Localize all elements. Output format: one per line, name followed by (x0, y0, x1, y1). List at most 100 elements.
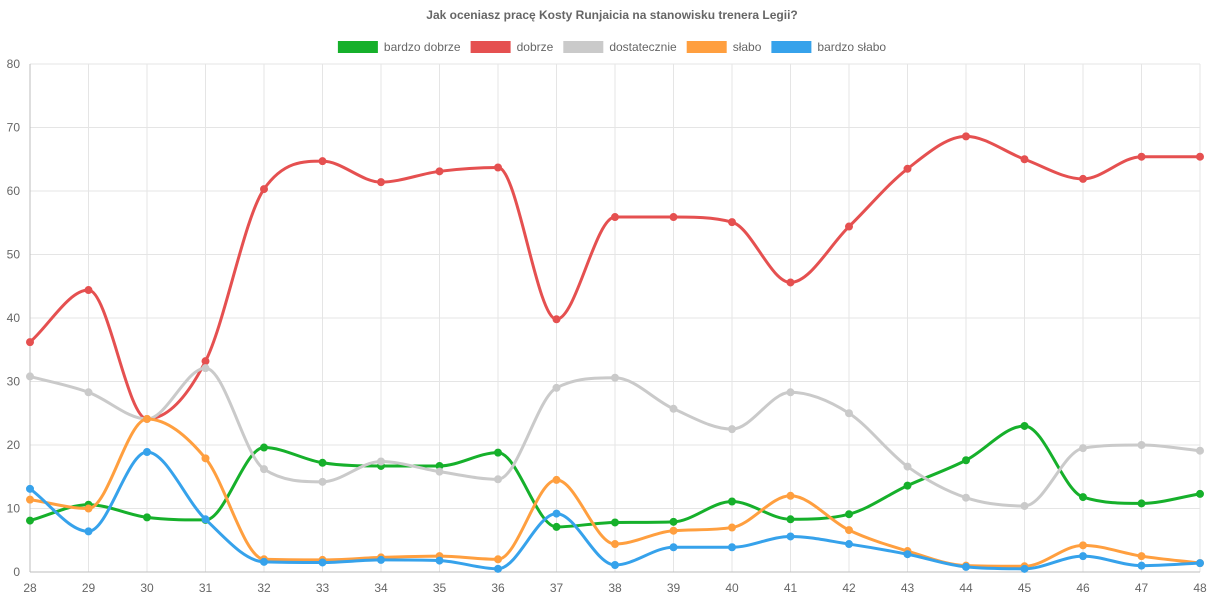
data-point[interactable] (1196, 489, 1204, 498)
data-point[interactable] (260, 465, 268, 474)
data-point[interactable] (552, 475, 561, 484)
data-point[interactable] (728, 523, 736, 532)
legend-item[interactable]: bardzo słabo (771, 40, 886, 54)
data-point[interactable] (260, 557, 268, 566)
data-point[interactable] (494, 564, 502, 573)
data-point[interactable] (669, 213, 678, 222)
data-point[interactable] (669, 404, 678, 413)
data-point[interactable] (611, 518, 619, 527)
data-point[interactable] (845, 540, 853, 549)
legend-item[interactable]: dobrze (470, 40, 554, 54)
data-point[interactable] (1020, 501, 1029, 510)
data-point[interactable] (84, 388, 93, 397)
data-point[interactable] (1137, 152, 1146, 161)
data-point[interactable] (1137, 561, 1146, 570)
data-point[interactable] (435, 167, 444, 176)
data-point[interactable] (143, 447, 151, 456)
data-point[interactable] (26, 516, 34, 525)
data-point[interactable] (494, 448, 502, 457)
data-point[interactable] (669, 526, 678, 535)
data-point[interactable] (1196, 152, 1204, 161)
data-point[interactable] (260, 443, 268, 452)
data-point[interactable] (1079, 444, 1087, 453)
legend-item[interactable]: dostatecznie (563, 40, 677, 54)
data-point[interactable] (786, 515, 795, 524)
data-point[interactable] (1196, 446, 1204, 455)
legend-swatch (470, 41, 511, 53)
data-point[interactable] (845, 526, 853, 535)
data-point[interactable] (786, 491, 795, 500)
data-point[interactable] (435, 556, 444, 565)
legend-label: słabo (733, 40, 762, 54)
data-point[interactable] (611, 213, 619, 222)
data-point[interactable] (903, 164, 912, 173)
data-point[interactable] (318, 157, 327, 166)
data-point[interactable] (728, 218, 736, 227)
data-point[interactable] (786, 278, 795, 287)
data-point[interactable] (494, 163, 502, 172)
data-point[interactable] (669, 517, 678, 526)
data-point[interactable] (845, 510, 853, 519)
data-point[interactable] (377, 178, 385, 187)
data-point[interactable] (728, 543, 736, 552)
data-point[interactable] (1079, 174, 1087, 183)
data-point[interactable] (1020, 421, 1029, 430)
data-point[interactable] (845, 409, 853, 418)
data-point[interactable] (1020, 564, 1029, 573)
data-point[interactable] (962, 562, 970, 571)
data-point[interactable] (143, 513, 151, 522)
data-point[interactable] (962, 132, 970, 141)
data-point[interactable] (552, 315, 561, 324)
data-point[interactable] (552, 383, 561, 392)
data-point[interactable] (377, 555, 385, 564)
data-point[interactable] (962, 456, 970, 465)
data-point[interactable] (903, 550, 912, 559)
x-tick-label: 30 (140, 581, 154, 595)
data-point[interactable] (728, 425, 736, 434)
data-point[interactable] (1137, 499, 1146, 508)
data-point[interactable] (318, 558, 327, 567)
legend-item[interactable]: bardzo dobrze (337, 40, 461, 54)
data-point[interactable] (201, 515, 210, 524)
data-point[interactable] (494, 475, 502, 484)
data-point[interactable] (669, 543, 678, 552)
data-point[interactable] (1020, 155, 1029, 164)
data-point[interactable] (377, 457, 385, 466)
data-point[interactable] (611, 561, 619, 570)
data-point[interactable] (1137, 441, 1146, 449)
data-point[interactable] (786, 388, 795, 397)
data-point[interactable] (1079, 493, 1087, 502)
data-point[interactable] (552, 522, 561, 531)
data-point[interactable] (26, 338, 34, 347)
data-point[interactable] (611, 540, 619, 549)
y-tick-label: 0 (13, 565, 20, 579)
legend-item[interactable]: słabo (686, 40, 762, 54)
data-point[interactable] (845, 222, 853, 231)
data-point[interactable] (728, 497, 736, 506)
data-point[interactable] (962, 493, 970, 502)
data-point[interactable] (1196, 559, 1204, 568)
data-point[interactable] (435, 467, 444, 476)
data-point[interactable] (201, 364, 210, 373)
data-point[interactable] (903, 462, 912, 471)
data-point[interactable] (1137, 552, 1146, 561)
data-point[interactable] (26, 372, 34, 381)
data-point[interactable] (1079, 552, 1087, 561)
data-point[interactable] (318, 477, 327, 486)
data-point[interactable] (260, 185, 268, 194)
data-point[interactable] (1079, 541, 1087, 550)
data-point[interactable] (786, 532, 795, 541)
data-point[interactable] (84, 527, 93, 536)
data-point[interactable] (611, 373, 619, 382)
data-point[interactable] (903, 481, 912, 490)
data-point[interactable] (552, 509, 561, 518)
data-point[interactable] (201, 357, 210, 366)
data-point[interactable] (143, 414, 151, 423)
data-point[interactable] (26, 495, 34, 504)
data-point[interactable] (318, 458, 327, 467)
data-point[interactable] (26, 484, 34, 493)
data-point[interactable] (84, 286, 93, 295)
data-point[interactable] (201, 454, 210, 463)
data-point[interactable] (84, 504, 93, 513)
data-point[interactable] (494, 555, 502, 564)
